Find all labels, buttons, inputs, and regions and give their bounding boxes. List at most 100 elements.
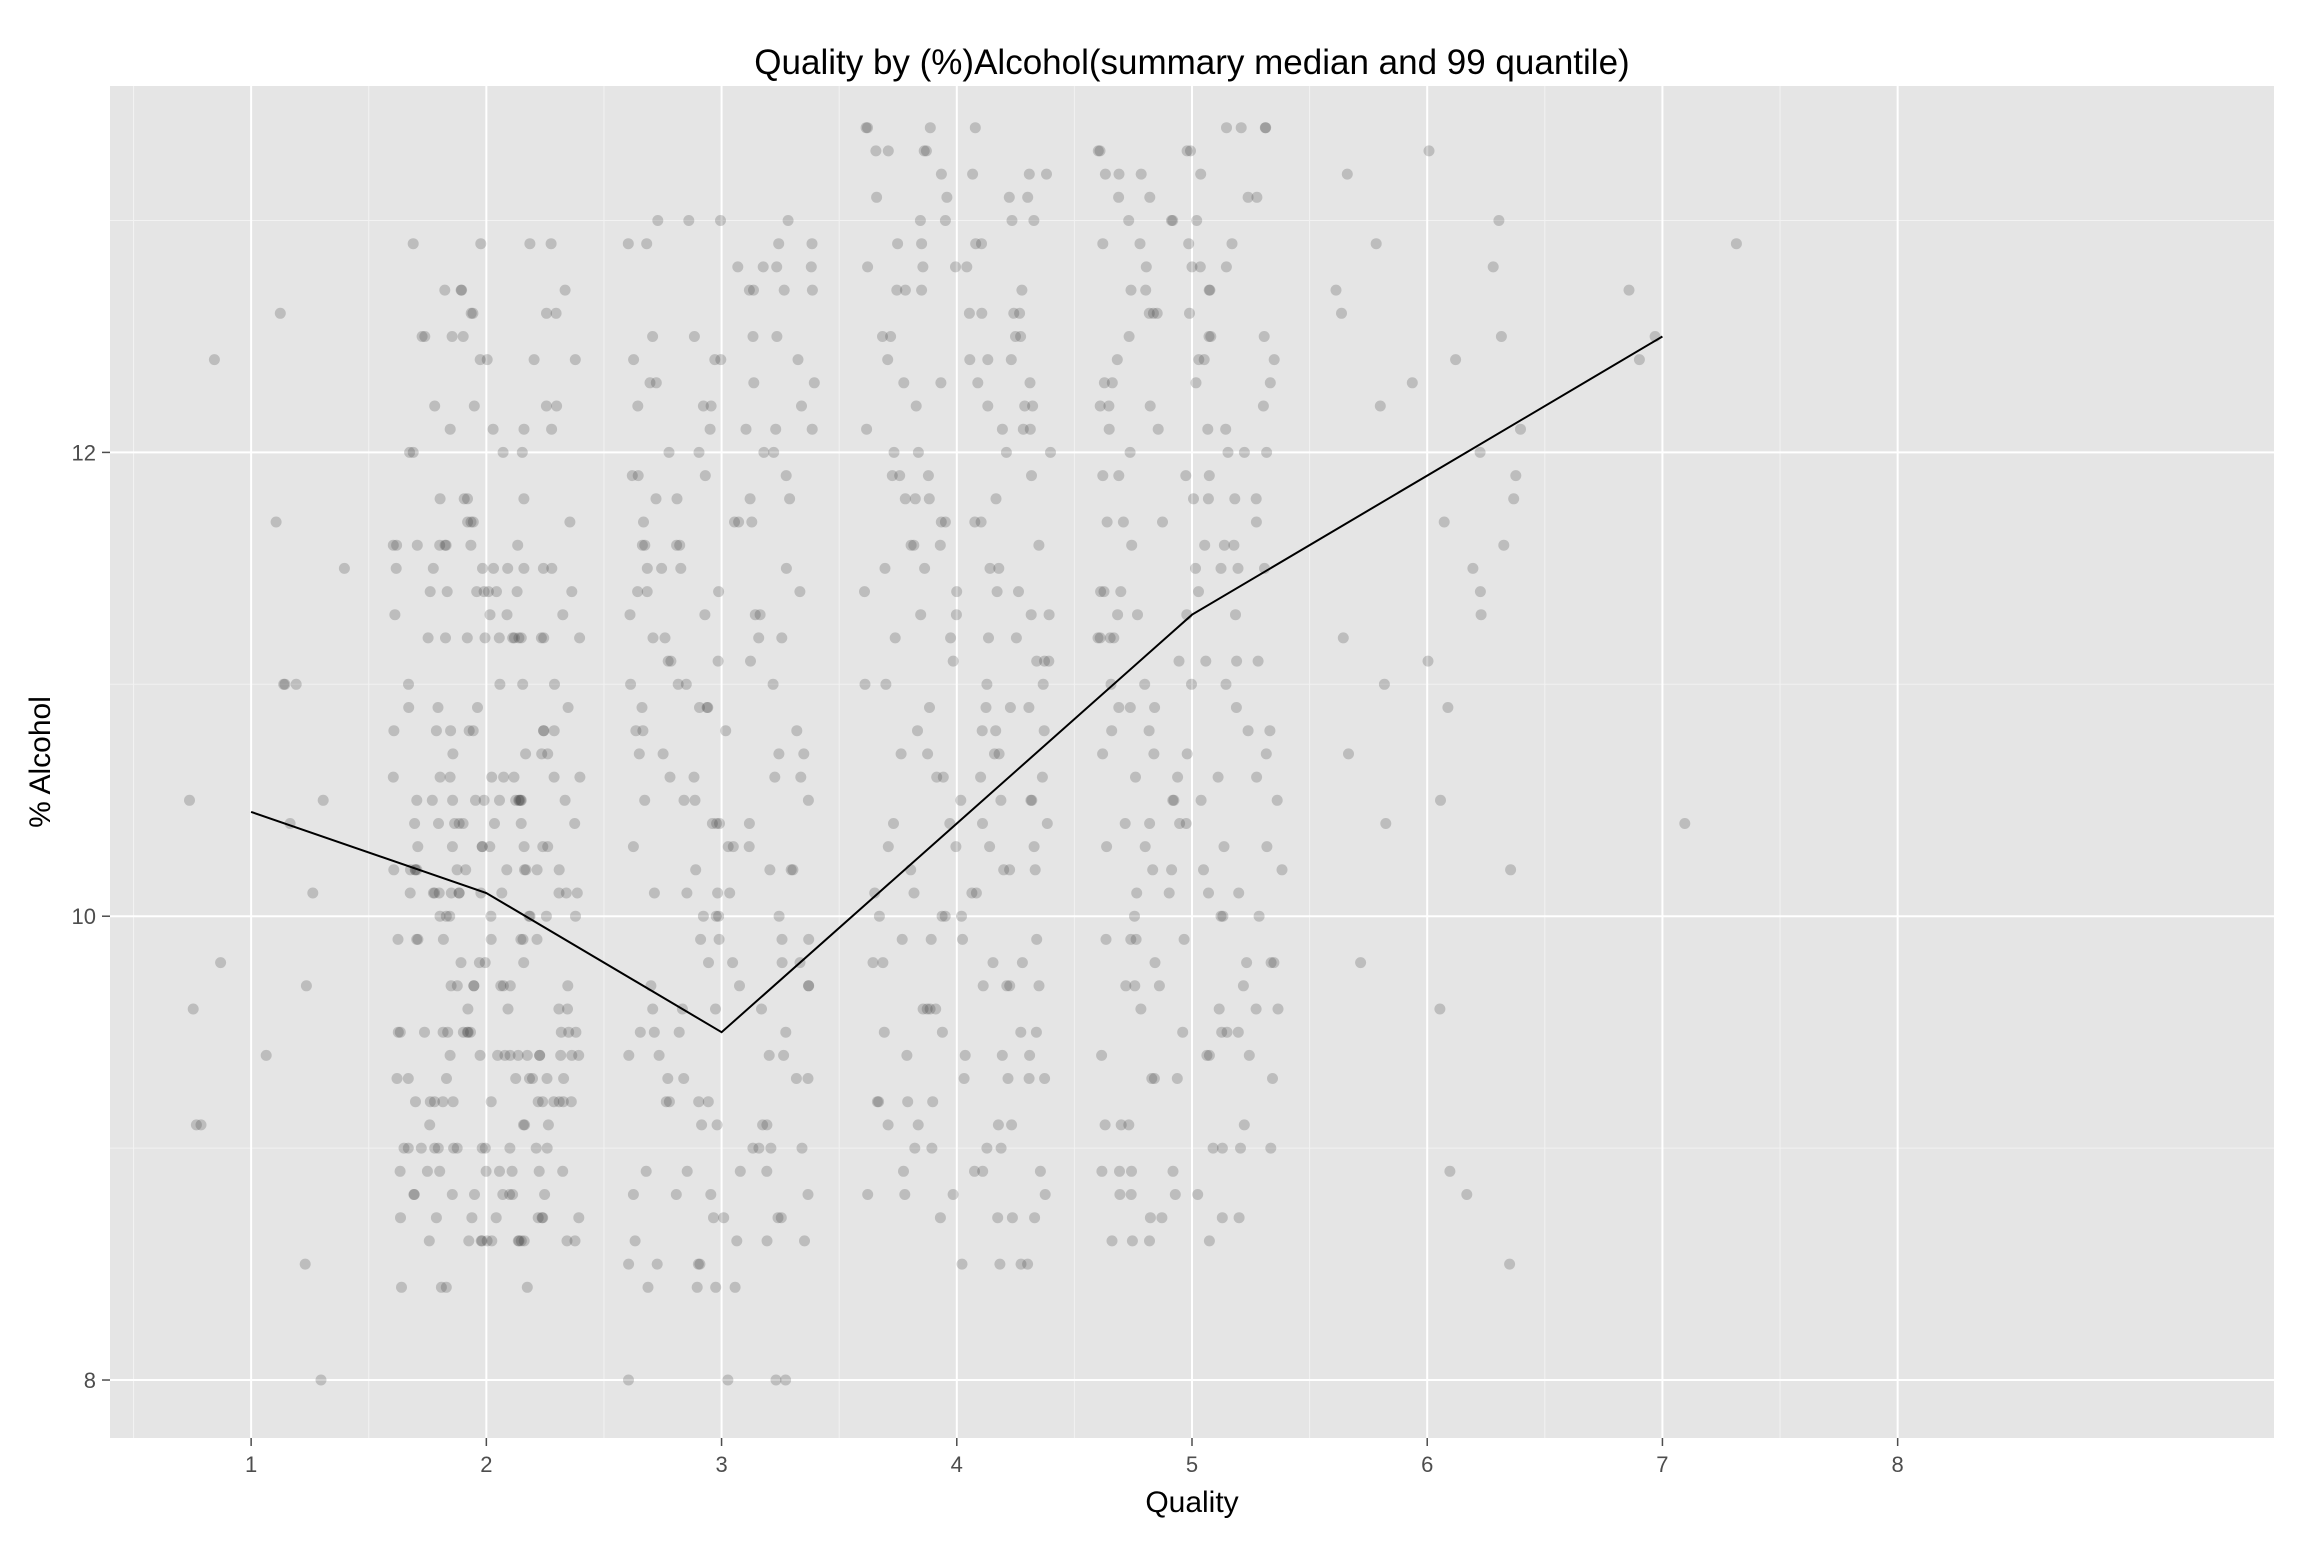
data-point	[467, 725, 479, 737]
data-point	[749, 609, 761, 621]
data-point	[908, 539, 920, 551]
data-point	[524, 238, 536, 250]
data-point	[407, 238, 419, 250]
data-point	[1099, 1119, 1111, 1131]
data-point	[546, 423, 558, 435]
data-point	[862, 1189, 874, 1200]
data-point	[773, 910, 785, 922]
data-point	[623, 1258, 635, 1270]
data-point	[542, 1119, 554, 1131]
data-point	[475, 1235, 487, 1247]
data-point	[315, 1374, 327, 1386]
data-point	[553, 1003, 565, 1015]
data-point	[519, 864, 530, 876]
data-point	[488, 562, 499, 574]
data-point	[688, 331, 700, 342]
data-point	[497, 980, 509, 992]
data-point	[1337, 632, 1349, 644]
data-point	[1251, 771, 1263, 783]
x-tick-label: 4	[951, 1452, 963, 1477]
data-point	[898, 377, 910, 389]
data-point	[512, 539, 524, 551]
data-point	[461, 1026, 473, 1038]
data-point	[474, 1049, 486, 1061]
data-point	[633, 748, 645, 760]
data-point	[1029, 1212, 1041, 1224]
data-point	[447, 1096, 459, 1108]
data-point	[672, 678, 684, 690]
data-point	[424, 586, 436, 598]
data-point	[1114, 1189, 1126, 1200]
data-point	[787, 864, 799, 876]
data-point	[796, 400, 807, 412]
data-point	[492, 1049, 504, 1061]
data-point	[448, 1142, 460, 1154]
data-point	[278, 678, 290, 690]
data-point	[1226, 238, 1238, 250]
data-point	[1461, 1189, 1473, 1200]
data-point	[950, 841, 962, 853]
data-point	[1113, 702, 1125, 713]
data-point	[1135, 1003, 1147, 1015]
data-point	[899, 1189, 911, 1200]
data-point	[451, 980, 463, 992]
data-point	[765, 1142, 777, 1154]
data-point	[709, 354, 721, 366]
data-point	[902, 1096, 914, 1108]
data-point	[1024, 423, 1036, 435]
data-point	[447, 794, 459, 806]
data-point	[408, 1189, 420, 1200]
data-point	[680, 678, 692, 690]
data-point	[662, 1073, 674, 1084]
data-point	[444, 771, 456, 783]
data-point	[465, 539, 477, 551]
data-point	[956, 1258, 968, 1270]
data-point	[924, 1003, 936, 1015]
data-point	[627, 1189, 639, 1200]
data-point	[1259, 122, 1271, 134]
data-point	[1041, 168, 1052, 180]
data-point	[927, 1096, 939, 1108]
data-point	[711, 1119, 723, 1131]
data-point	[484, 841, 496, 853]
grid-layer	[110, 86, 2274, 1438]
data-point	[967, 168, 979, 180]
data-point	[1242, 725, 1254, 737]
data-point	[918, 145, 930, 157]
data-point	[1006, 215, 1018, 226]
data-point	[531, 933, 543, 945]
data-point	[440, 910, 452, 922]
data-point	[1190, 377, 1202, 389]
data-point	[468, 980, 480, 992]
data-point	[636, 702, 648, 713]
data-point	[404, 887, 416, 899]
data-point	[458, 493, 470, 505]
data-point	[930, 1003, 942, 1015]
data-point	[992, 1119, 1004, 1131]
data-point	[996, 423, 1008, 435]
data-point	[1166, 864, 1178, 876]
data-point	[934, 539, 946, 551]
data-point	[487, 423, 499, 435]
data-point	[440, 632, 451, 644]
data-point	[1203, 284, 1215, 296]
data-point	[1024, 377, 1036, 389]
data-point	[889, 632, 901, 644]
data-point	[972, 377, 984, 389]
data-point	[540, 910, 552, 922]
data-point	[964, 354, 976, 366]
data-point	[475, 238, 487, 250]
data-point	[470, 794, 481, 806]
data-point	[1186, 678, 1197, 690]
data-point	[1097, 238, 1109, 250]
data-point	[1098, 377, 1110, 389]
data-point	[1114, 1165, 1125, 1177]
data-point	[1144, 1212, 1156, 1224]
data-point	[444, 423, 456, 435]
data-point	[702, 702, 714, 713]
data-point	[1124, 446, 1136, 458]
data-point	[441, 586, 453, 598]
data-point	[994, 1258, 1006, 1270]
data-point	[983, 632, 994, 644]
data-point	[1010, 331, 1021, 342]
